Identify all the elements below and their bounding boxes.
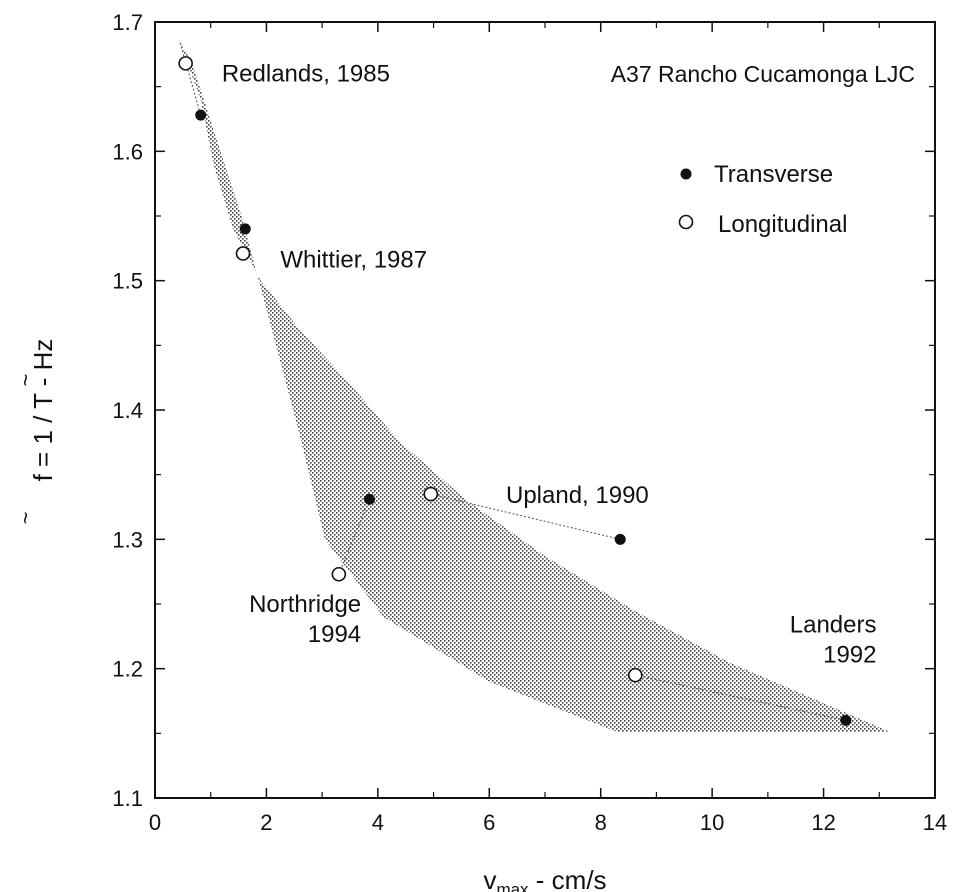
x-tick-label-10: 10 (700, 810, 724, 835)
axis-ticks-layer: 0 2 4 6 8 10 12 14 1.1 1.2 1.3 1.4 1.5 1.6 1.7 (112, 10, 947, 835)
x-axis-label: vmax - cm/s (483, 865, 606, 892)
connector-line-1 (338, 499, 370, 575)
shaded-range-band (180, 42, 891, 732)
longitudinal-point-0 (178, 56, 193, 71)
y-tick-label-1.5: 1.5 (112, 269, 143, 294)
y-axis-label-group: f = 1 / T - Hz ~ ~ (13, 339, 58, 525)
x-axis-label-subscript: max (496, 880, 529, 892)
longitudinal-point-1 (235, 246, 251, 261)
annotation-4-line-1: 1992 (823, 641, 876, 668)
shaded-band-layer (180, 42, 891, 732)
connector-line-2 (430, 493, 621, 540)
data-points-layer (178, 56, 852, 726)
longitudinal-point-4 (627, 667, 643, 683)
connector-lines-layer (179, 42, 846, 721)
legend-transverse-marker (680, 168, 692, 180)
annotation-1: Whittier, 1987 (280, 247, 427, 274)
legend-transverse-label: Transverse (714, 161, 833, 188)
legend-longitudinal-marker (678, 214, 694, 230)
connector-line-0 (179, 42, 202, 116)
x-axis-label-main: v (483, 865, 496, 892)
x-axis-label-suffix: - cm/s (529, 865, 607, 892)
longitudinal-point-2 (331, 566, 347, 582)
x-tick-label-2: 2 (260, 810, 272, 835)
x-tick-label-0: 0 (149, 810, 161, 835)
annotations-layer: Redlands, 1985 Whittier, 1987 Upland, 1990… (222, 60, 877, 668)
x-tick-label-14: 14 (923, 810, 947, 835)
annotation-4-line-0: Landers (790, 611, 877, 638)
y-tick-label-1.2: 1.2 (112, 657, 143, 682)
legend: Transverse Longitudinal (678, 161, 847, 238)
x-tick-label-12: 12 (811, 810, 835, 835)
transverse-point-4 (840, 714, 852, 726)
annotation-2-line-0: Upland, 1990 (506, 482, 649, 509)
x-tick-label-8: 8 (595, 810, 607, 835)
y-tick-label-1.3: 1.3 (112, 527, 143, 552)
annotation-3: Northridge 1994 (249, 591, 361, 648)
y-tick-label-1.4: 1.4 (112, 398, 143, 423)
y-tick-label-1.7: 1.7 (112, 10, 143, 35)
annotation-0-line-0: Redlands, 1985 (222, 60, 390, 87)
chart-title: A37 Rancho Cucamonga LJC (611, 61, 915, 87)
transverse-point-2 (364, 493, 375, 505)
x-tick-label-4: 4 (372, 810, 384, 835)
longitudinal-point-3 (423, 486, 439, 502)
y-axis-label: f = 1 / T - Hz (28, 339, 58, 482)
annotation-1-line-0: Whittier, 1987 (280, 247, 427, 274)
annotation-3-line-0: Northridge (249, 591, 361, 618)
y-tick-label-1.6: 1.6 (112, 139, 143, 164)
transverse-point-1 (239, 223, 251, 235)
annotation-4: Landers 1992 (790, 611, 877, 668)
y-axis-label-tilde-t: ~ (13, 374, 38, 387)
annotation-0: Redlands, 1985 (222, 60, 390, 87)
transverse-point-3 (614, 533, 626, 545)
y-tick-label-1.1: 1.1 (112, 786, 143, 811)
y-axis-label-tilde-f: ~ (13, 512, 38, 525)
transverse-point-0 (195, 109, 207, 121)
legend-longitudinal-label: Longitudinal (718, 211, 847, 238)
x-tick-label-6: 6 (483, 810, 495, 835)
annotation-3-line-1: 1994 (308, 621, 361, 648)
annotation-2: Upland, 1990 (506, 482, 649, 509)
